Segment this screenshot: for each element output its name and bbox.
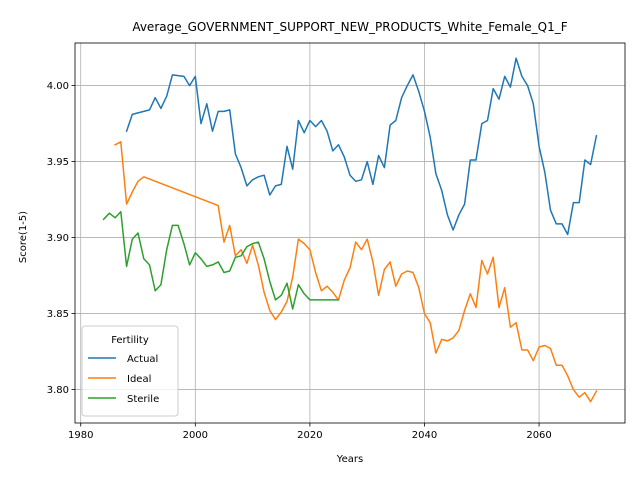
- x-tick-label: 2040: [412, 430, 437, 441]
- x-tick-label: 2060: [526, 430, 551, 441]
- legend-box: [81, 325, 179, 417]
- series-line-ideal: [114, 141, 598, 403]
- y-tick-label: 3.80: [47, 385, 69, 396]
- series-lines: [102, 57, 598, 403]
- legend-label-sterile: Sterile: [127, 394, 159, 405]
- x-tick-label: 1980: [68, 430, 93, 441]
- legend-title: Fertility: [111, 335, 149, 346]
- legend: Fertility Actual Ideal Sterile: [81, 325, 179, 417]
- x-axis-ticks: 1980 2000 2020 2040 2060: [68, 423, 552, 441]
- y-tick-label: 4.00: [47, 81, 69, 92]
- plot-frame: [74, 42, 626, 424]
- chart-title: Average_GOVERNMENT_SUPPORT_NEW_PRODUCTS_…: [132, 20, 567, 34]
- legend-items: Actual Ideal Sterile: [88, 354, 159, 405]
- y-tick-label: 3.85: [47, 309, 69, 320]
- y-axis-label: Score(1-5): [18, 211, 29, 263]
- x-tick-label: 2020: [297, 430, 322, 441]
- series-line-actual: [125, 57, 598, 236]
- series-line-sterile: [102, 210, 340, 310]
- y-tick-label: 3.90: [47, 233, 69, 244]
- x-axis-label: Years: [336, 454, 363, 465]
- y-axis-ticks: 3.80 3.85 3.90 3.95 4.00: [47, 81, 75, 396]
- x-tick-label: 2000: [183, 430, 208, 441]
- legend-label-ideal: Ideal: [127, 374, 151, 385]
- y-tick-label: 3.95: [47, 157, 69, 168]
- legend-label-actual: Actual: [127, 354, 158, 365]
- grid-lines: [75, 43, 625, 423]
